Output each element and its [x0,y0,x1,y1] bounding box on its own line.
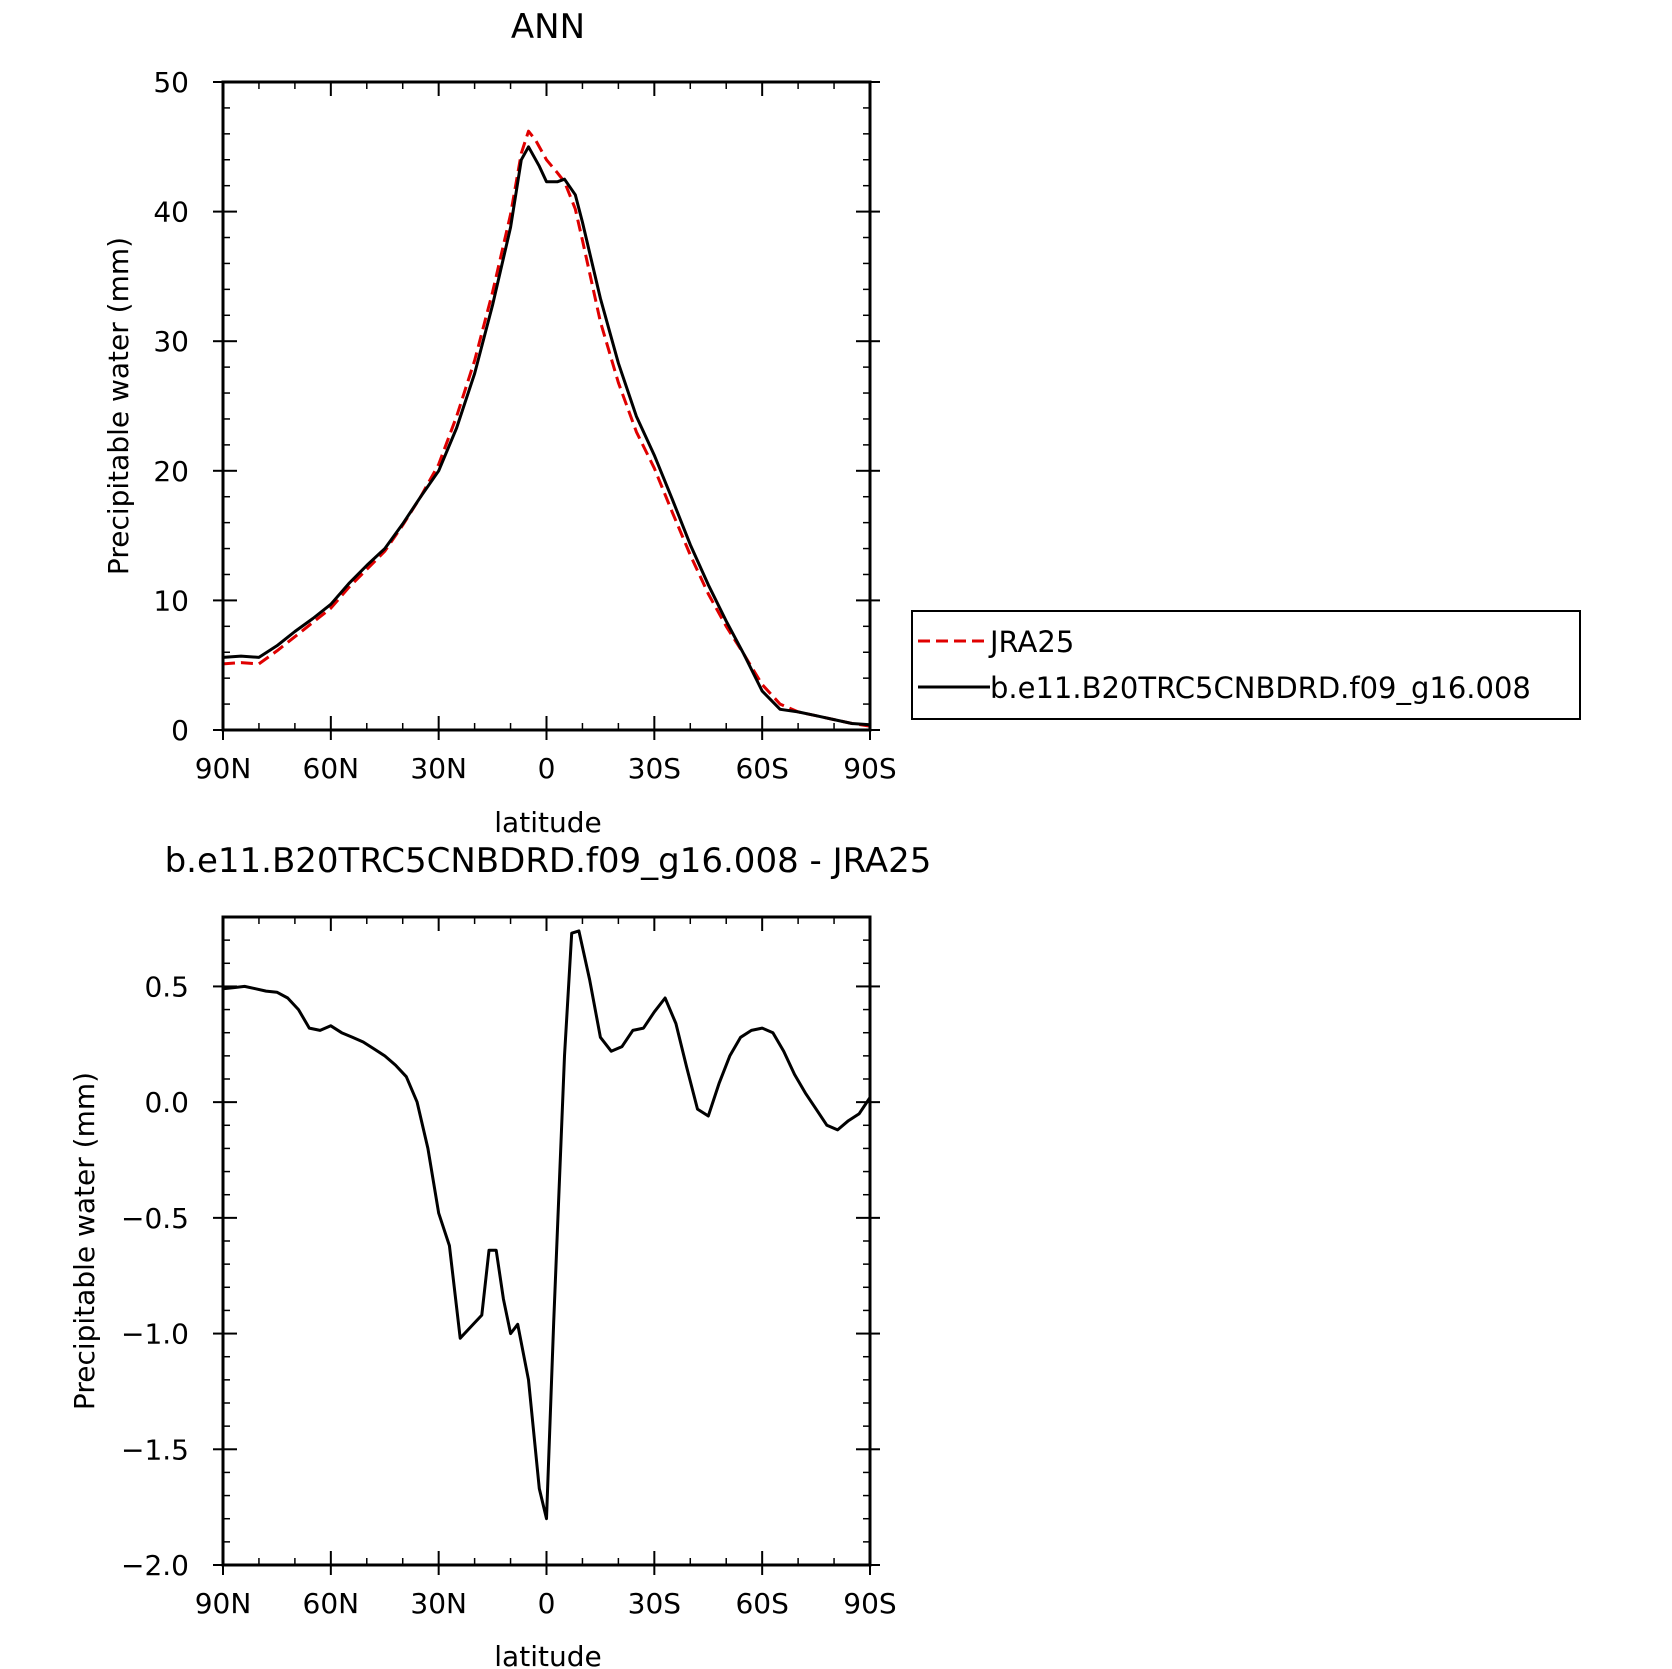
x-tick-label: 60S [735,1587,788,1620]
legend-label-model: b.e11.B20TRC5CNBDRD.f09_g16.008 [990,671,1531,705]
y-tick-label: 0.5 [144,970,189,1003]
bottom-plot-frame [221,915,872,1567]
bottom-x-tick-labels: 90N 60N 30N 0 30S 60S 90S [195,1587,897,1620]
y-tick-label: 50 [153,66,189,99]
y-tick-label: 40 [153,196,189,229]
x-tick-label: 30N [410,1587,467,1620]
top-plot-frame [221,80,872,732]
bottom-panel: b.e11.B20TRC5CNBDRD.f09_g16.008 - JRA25 … [68,841,931,1669]
x-tick-label: 60N [303,1587,360,1620]
legend: JRA25 b.e11.B20TRC5CNBDRD.f09_g16.008 [911,610,1581,720]
y-tick-label: 20 [153,455,189,488]
x-tick-label: 30S [628,1587,681,1620]
top-series-line-0 [223,129,870,728]
y-tick-label: −0.5 [121,1202,189,1235]
y-tick-label: 30 [153,325,189,358]
y-tick-label: −1.0 [121,1318,189,1351]
bottom-x-axis-label: latitude [494,1640,601,1669]
y-tick-label: 0 [171,714,189,747]
bottom-y-tick-labels: −2.0 −1.5 −1.0 −0.5 0.0 0.5 [121,970,189,1582]
legend-label-jra25: JRA25 [988,625,1074,659]
x-tick-label: 60N [303,752,360,785]
top-y-tick-labels: 0 10 20 30 40 50 [153,66,189,747]
legend-box [911,610,1581,720]
top-panel: ANN 90N 60N 30N 0 30S 60S 90S 0 10 20 30 40 50 lati… [102,7,897,839]
top-x-axis-label: latitude [494,806,601,839]
y-tick-label: −2.0 [121,1549,189,1582]
top-series-group [223,129,870,728]
bottom-axis-ticks [213,916,880,1575]
y-tick-label: 0.0 [144,1086,189,1119]
y-tick-label: −1.5 [121,1433,189,1466]
top-x-tick-labels: 90N 60N 30N 0 30S 60S 90S [195,752,897,785]
bot-series-line-0 [223,929,870,1521]
top-chart-title: ANN [511,7,585,47]
x-tick-label: 90N [195,752,252,785]
x-tick-label: 90N [195,1587,252,1620]
x-tick-label: 0 [538,752,556,785]
x-tick-label: 30N [410,752,467,785]
top-series-line-1 [223,145,870,727]
top-y-axis-label: Precipitable water (mm) [102,237,135,575]
bottom-y-axis-label: Precipitable water (mm) [68,1072,101,1410]
x-tick-label: 90S [843,752,896,785]
x-tick-label: 30S [628,752,681,785]
x-tick-label: 0 [538,1587,556,1620]
bottom-chart-title: b.e11.B20TRC5CNBDRD.f09_g16.008 - JRA25 [165,841,932,881]
x-tick-label: 90S [843,1587,896,1620]
bottom-series-group [223,929,870,1521]
y-tick-label: 10 [153,584,189,617]
x-tick-label: 60S [735,752,788,785]
